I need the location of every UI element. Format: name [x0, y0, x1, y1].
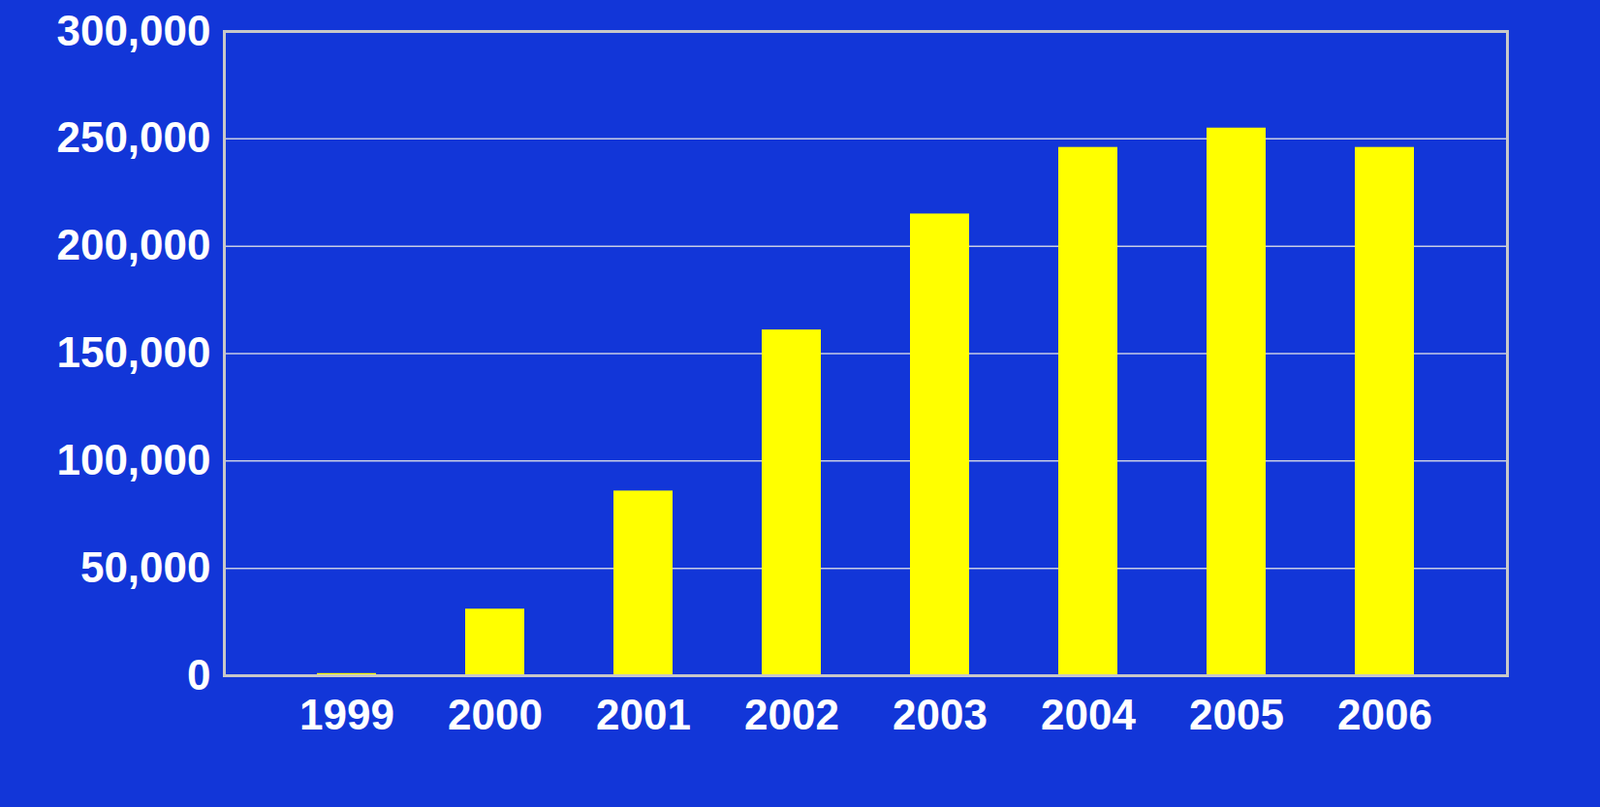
svg-text:2001: 2001	[596, 690, 691, 739]
svg-text:2004: 2004	[1040, 690, 1136, 739]
svg-text:250,000: 250,000	[56, 113, 211, 161]
svg-text:1999: 1999	[299, 690, 395, 739]
svg-text:200,000: 200,000	[56, 220, 211, 269]
svg-text:0: 0	[187, 651, 211, 699]
svg-text:50,000: 50,000	[80, 543, 212, 592]
svg-text:300,000: 300,000	[56, 6, 211, 55]
svg-text:100,000: 100,000	[56, 436, 211, 484]
svg-text:2005: 2005	[1189, 690, 1285, 739]
svg-text:2006: 2006	[1337, 690, 1433, 739]
svg-text:2002: 2002	[744, 690, 840, 739]
svg-text:2000: 2000	[447, 690, 543, 739]
svg-text:2003: 2003	[892, 690, 988, 739]
svg-text:150,000: 150,000	[56, 328, 211, 377]
